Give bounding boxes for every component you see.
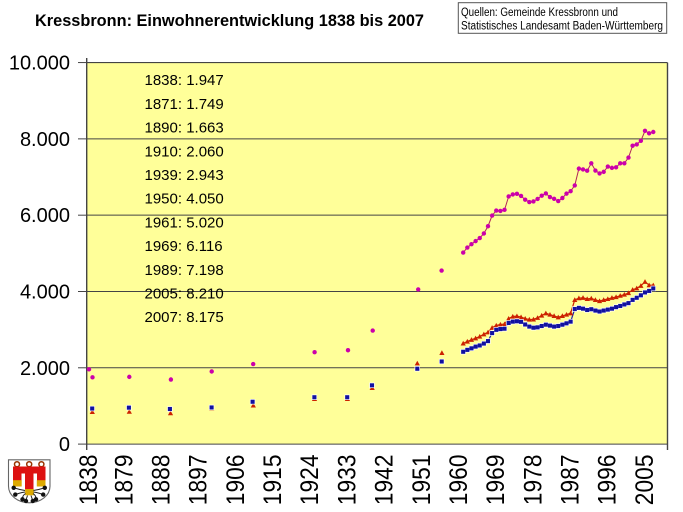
svg-text:8.000: 8.000 (20, 129, 70, 151)
svg-text:2007: 8.175: 2007: 8.175 (145, 309, 224, 326)
svg-text:1906: 1906 (222, 454, 250, 505)
svg-text:1933: 1933 (333, 454, 361, 505)
svg-text:1987: 1987 (557, 454, 585, 505)
svg-text:1989: 7.198: 1989: 7.198 (145, 262, 224, 279)
svg-text:1897: 1897 (185, 454, 213, 505)
svg-text:1969: 6.116: 1969: 6.116 (145, 238, 223, 255)
svg-text:1951: 1951 (408, 454, 436, 505)
svg-text:1915: 1915 (259, 454, 287, 505)
svg-text:2.000: 2.000 (20, 358, 70, 380)
svg-text:1838: 1.947: 1838: 1.947 (145, 72, 224, 89)
svg-text:1939: 2.943: 1939: 2.943 (145, 167, 224, 184)
svg-text:4.000: 4.000 (20, 281, 70, 303)
svg-text:2005: 2005 (631, 454, 659, 505)
svg-text:1871: 1.749: 1871: 1.749 (145, 96, 224, 113)
svg-text:6.000: 6.000 (20, 205, 70, 227)
svg-text:1924: 1924 (296, 454, 324, 505)
svg-text:Quellen: Gemeinde Kressbronn u: Quellen: Gemeinde Kressbronn und (461, 7, 618, 19)
svg-text:2005: 8.210: 2005: 8.210 (145, 286, 224, 303)
svg-text:1942: 1942 (371, 454, 399, 505)
svg-text:1960: 1960 (445, 454, 473, 505)
svg-text:1838: 1838 (75, 454, 103, 505)
svg-text:1950: 4.050: 1950: 4.050 (145, 191, 224, 208)
svg-text:1890: 1.663: 1890: 1.663 (145, 120, 224, 137)
svg-text:1879: 1879 (110, 454, 138, 505)
svg-text:Kressbronn: Einwohnerentwicklu: Kressbronn: Einwohnerentwicklung 1838 bi… (35, 12, 424, 30)
svg-text:10.000: 10.000 (9, 53, 70, 75)
svg-text:1888: 1888 (148, 454, 176, 505)
svg-text:1996: 1996 (594, 454, 622, 505)
svg-text:1961: 5.020: 1961: 5.020 (145, 214, 224, 231)
svg-text:0: 0 (59, 434, 70, 456)
svg-text:1969: 1969 (482, 454, 510, 505)
svg-text:1910: 2.060: 1910: 2.060 (145, 143, 224, 160)
svg-text:1978: 1978 (519, 454, 547, 505)
svg-text:Statistisches Landesamt Baden-: Statistisches Landesamt Baden-Württember… (461, 20, 663, 32)
